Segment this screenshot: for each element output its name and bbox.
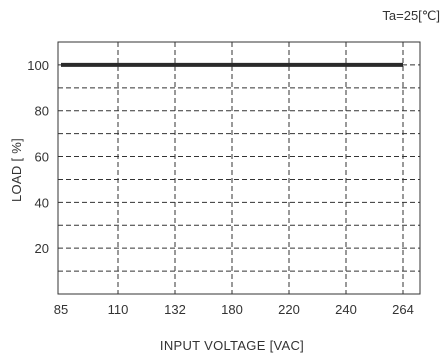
y-tick-labels: 20 40 60 80 100 (27, 58, 49, 256)
x-tick-label: 240 (335, 302, 357, 317)
x-tick-label: 180 (221, 302, 243, 317)
x-axis-title: INPUT VOLTAGE [VAC] (160, 338, 304, 353)
x-tick-label: 85 (54, 302, 68, 317)
y-tick-label: 100 (27, 58, 49, 73)
y-tick-label: 60 (35, 150, 49, 165)
plot-frame (57, 41, 421, 295)
x-tick-label: 132 (164, 302, 186, 317)
y-axis-title: LOAD [ %] (9, 138, 24, 202)
y-tick-label: 40 (35, 195, 49, 210)
x-tick-labels: 85 110 132 180 220 240 264 (54, 302, 414, 317)
y-tick-label: 20 (35, 241, 49, 256)
grid-lines (58, 42, 420, 294)
ambient-temperature-note: Ta=25[℃] (382, 8, 440, 23)
x-tick-label: 110 (108, 302, 129, 317)
x-tick-label: 220 (278, 302, 300, 317)
y-tick-label: 80 (35, 104, 49, 119)
x-tick-label: 264 (392, 302, 414, 317)
